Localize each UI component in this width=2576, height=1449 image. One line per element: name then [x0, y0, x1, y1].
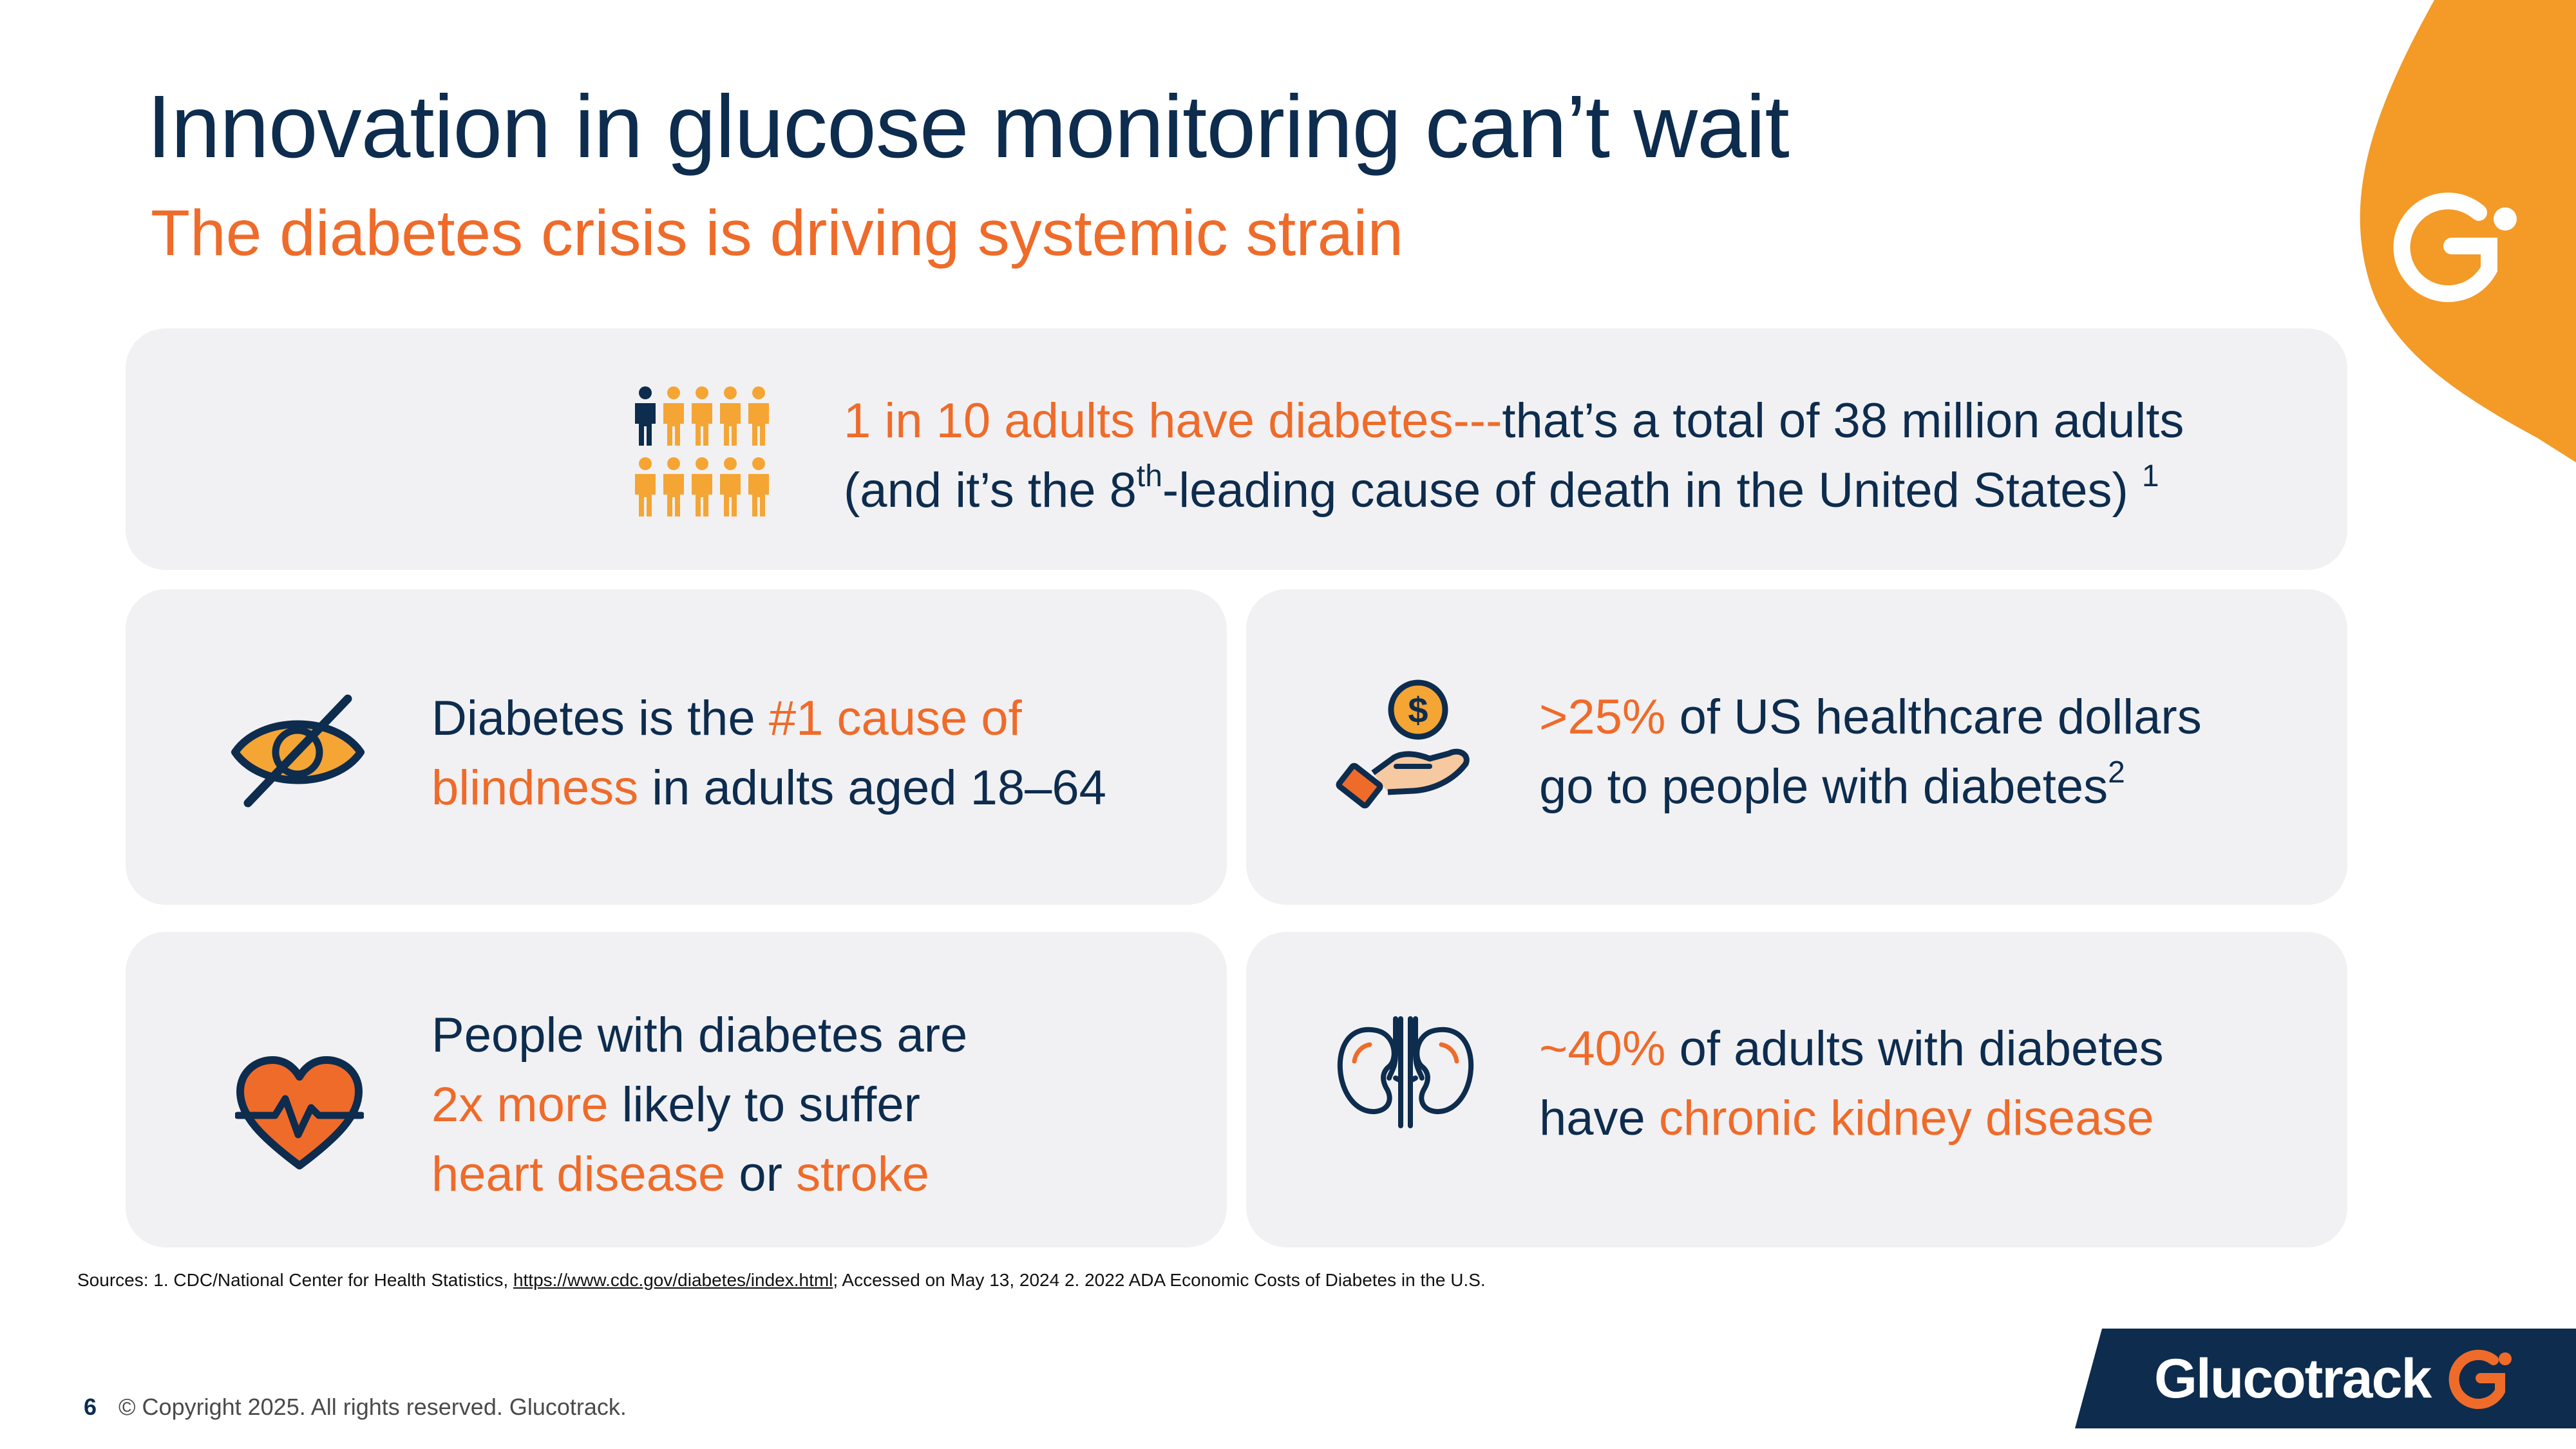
- brand-drop-shape: [2360, 0, 2576, 462]
- person-icon: [748, 457, 769, 516]
- person-icon: [720, 457, 741, 516]
- eye-slash-icon: [231, 694, 365, 808]
- stat-heart-line1: People with diabetes are: [431, 1008, 968, 1063]
- person-icon-highlight: [635, 386, 656, 446]
- stat-adults-text: 1 in 10 adults have diabetes---that’s a …: [844, 386, 2184, 526]
- stat-kidney-text: ~40% of adults with diabetes have chroni…: [1539, 1014, 2164, 1153]
- stat-blindness-highlight2: blindness: [431, 761, 639, 815]
- stat-blindness-highlight1: #1 cause of: [768, 691, 1022, 746]
- person-icon: [663, 457, 684, 516]
- stat-dollars-highlight: >25%: [1539, 690, 1666, 744]
- svg-text:$: $: [1408, 690, 1428, 730]
- stat-adults-line2-sup: th: [1136, 459, 1162, 493]
- page-title: Innovation in glucose monitoring can’t w…: [147, 77, 1790, 176]
- stat-blindness-pre: Diabetes is the: [431, 691, 769, 746]
- copyright: © Copyright 2025. All rights reserved. G…: [118, 1394, 627, 1420]
- stat-heart-text: People with diabetes are 2x more likely …: [431, 1001, 967, 1209]
- stat-kidney-line2-pre: have: [1539, 1091, 1659, 1146]
- sources-link[interactable]: https://www.cdc.gov/diabetes/index.html: [513, 1270, 833, 1290]
- glucotrack-g-icon: [2448, 1349, 2512, 1409]
- page-number: 6: [84, 1394, 97, 1420]
- stat-blindness-post: in adults aged 18–64: [638, 761, 1106, 815]
- stat-heart-highlight3: stroke: [796, 1147, 930, 1202]
- stat-adults-dashes: ---: [1453, 393, 1502, 448]
- stat-heart-line2-rest: likely to suffer: [608, 1077, 920, 1132]
- stat-kidney-line1-rest: of adults with diabetes: [1665, 1021, 2164, 1076]
- stat-card-kidney: [1246, 932, 2347, 1247]
- stat-adults-line2-pre: (and it’s the 8: [844, 463, 1137, 518]
- people-icon: [635, 386, 769, 516]
- sources-prefix: Sources: 1. CDC/National Center for Heal…: [77, 1270, 513, 1290]
- heart-pulse-icon: [235, 1056, 364, 1170]
- page-subtitle: The diabetes crisis is driving systemic …: [151, 197, 1404, 269]
- stat-heart-highlight2: heart disease: [431, 1147, 726, 1202]
- stat-adults-line2-post: -leading cause of death in the United St…: [1162, 463, 2128, 518]
- person-icon: [635, 457, 656, 516]
- stat-adults-rest: that’s a total of 38 million adults: [1502, 393, 2184, 448]
- footer: 6 © Copyright 2025. All rights reserved. …: [84, 1394, 627, 1421]
- stat-card-dollars: [1246, 589, 2347, 905]
- stat-card-adults: [126, 328, 2347, 570]
- stat-adults-highlight: 1 in 10 adults have diabetes: [844, 393, 1454, 448]
- stat-heart-or: or: [725, 1147, 797, 1202]
- sources-suffix: ; Accessed on May 13, 2024 2. 2022 ADA E…: [833, 1270, 1486, 1290]
- glucotrack-g-icon: [2393, 193, 2517, 303]
- stat-dollars-text: >25% of US healthcare dollars go to peop…: [1539, 683, 2202, 822]
- person-icon: [663, 386, 684, 446]
- stat-kidney-highlight2: chronic kidney disease: [1658, 1091, 2154, 1146]
- person-icon: [692, 457, 712, 516]
- person-icon: [720, 386, 741, 446]
- logo-wordmark: Glucotrack: [2154, 1348, 2432, 1410]
- kidneys-icon: [1337, 1016, 1474, 1128]
- stat-dollars-footnote: 2: [2108, 755, 2125, 790]
- stat-dollars-line2: go to people with diabetes: [1539, 759, 2108, 814]
- stat-heart-highlight1: 2x more: [431, 1077, 609, 1132]
- stat-blindness-text: Diabetes is the #1 cause of blindness in…: [431, 684, 1106, 823]
- stat-dollars-line1-rest: of US healthcare dollars: [1665, 690, 2202, 744]
- person-icon: [692, 386, 712, 446]
- person-icon: [748, 386, 769, 446]
- logo-bar: [2075, 1329, 2576, 1428]
- stat-adults-footnote: 1: [2141, 459, 2159, 493]
- hand-coin-icon: $: [1336, 679, 1470, 809]
- stat-kidney-highlight1: ~40%: [1539, 1021, 1666, 1076]
- sources-note: Sources: 1. CDC/National Center for Heal…: [77, 1270, 1486, 1291]
